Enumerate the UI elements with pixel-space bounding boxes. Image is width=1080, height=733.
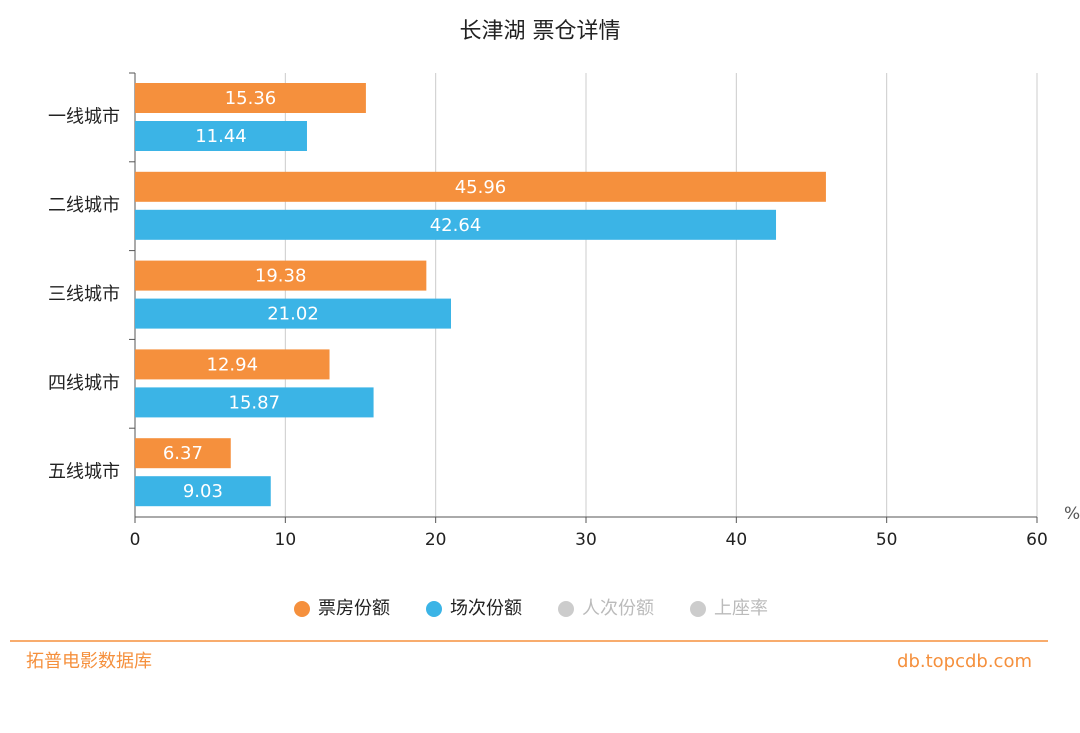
bar xyxy=(135,121,307,151)
bar xyxy=(135,171,826,202)
data-label: 42.64 xyxy=(430,215,482,236)
data-label: 19.38 xyxy=(255,266,307,287)
data-label: 9.03 xyxy=(183,481,223,502)
legend-item: 上座率 xyxy=(690,598,768,619)
bar xyxy=(135,438,231,469)
legend-label: 上座率 xyxy=(714,598,768,619)
legend-label: 票房份额 xyxy=(318,598,390,619)
bar xyxy=(135,209,777,240)
data-label: 21.02 xyxy=(267,304,319,325)
x-tick-label: 0 xyxy=(130,530,141,550)
x-axis-unit: % xyxy=(1064,504,1080,524)
legend-swatch xyxy=(558,601,574,617)
bar xyxy=(135,349,330,380)
legend-swatch xyxy=(426,601,442,617)
data-label: 15.87 xyxy=(229,392,281,413)
x-tick-label: 40 xyxy=(726,530,748,550)
y-tick-label: 三线城市 xyxy=(48,284,120,305)
x-tick-label: 20 xyxy=(425,530,447,550)
y-tick-label: 四线城市 xyxy=(48,373,120,394)
bar xyxy=(135,260,427,291)
bar xyxy=(135,476,271,507)
y-tick-label: 五线城市 xyxy=(48,462,120,483)
legend-label: 场次份额 xyxy=(450,598,522,619)
data-label: 11.44 xyxy=(195,126,247,147)
legend-item: 场次份额 xyxy=(426,598,522,619)
y-tick-label: 二线城市 xyxy=(48,195,120,216)
data-label: 15.36 xyxy=(225,88,277,109)
legend-item: 票房份额 xyxy=(294,598,390,619)
data-label: 12.94 xyxy=(207,354,259,375)
legend-item: 人次份额 xyxy=(558,598,654,619)
bar xyxy=(135,298,452,329)
x-tick-label: 60 xyxy=(1026,530,1048,550)
legend-label: 人次份额 xyxy=(582,598,654,619)
x-tick-label: 30 xyxy=(575,530,597,550)
chart-title: 长津湖 票仓详情 xyxy=(460,19,621,44)
footer-right: db.topcdb.com xyxy=(897,651,1032,672)
data-label: 45.96 xyxy=(455,177,507,198)
data-label: 6.37 xyxy=(163,443,203,464)
footer-left: 拓普电影数据库 xyxy=(26,651,152,672)
x-tick-label: 50 xyxy=(876,530,898,550)
legend-swatch xyxy=(294,601,310,617)
x-tick-label: 10 xyxy=(275,530,297,550)
bar xyxy=(135,387,374,418)
bar xyxy=(135,83,366,113)
y-tick-label: 一线城市 xyxy=(48,106,120,127)
legend-swatch xyxy=(690,601,706,617)
